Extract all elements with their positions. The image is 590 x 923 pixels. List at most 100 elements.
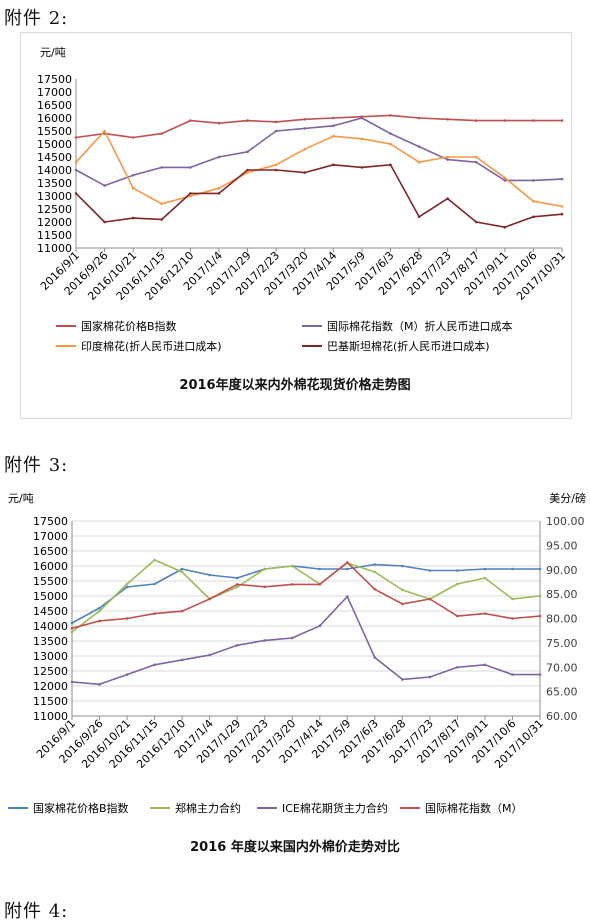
chart2-series-2-point [401, 588, 404, 592]
chart2-series-3-point [483, 663, 487, 667]
chart2-series-4-point [511, 617, 514, 620]
chart2-x-tick-label: 2016/9/1 [34, 717, 78, 761]
chart2-y-tick-label: 13500 [33, 635, 68, 648]
chart2-x-tick-label: 2016/10/21 [79, 717, 133, 771]
chart2-series-3-point [125, 673, 129, 676]
chart2-x-tick-label: 2016/12/10 [134, 717, 188, 771]
chart2-x-tick-label: 2017/7/23 [387, 717, 436, 766]
chart2-series-2-line [71, 559, 541, 633]
chart2-series-1-point [483, 567, 487, 571]
chart2-x-tick-label: 2017/8/17 [414, 717, 463, 766]
chart2-series-1-point [208, 573, 211, 577]
chart2-series-2-point [511, 597, 514, 601]
chart2-series-1-point [511, 567, 514, 571]
chart2-series-3-point [70, 680, 74, 684]
chart2-series-2-point [180, 570, 184, 574]
chart2-series-1-point [125, 585, 129, 589]
chart2-x-tick-label: 2016/11/15 [107, 717, 161, 771]
chart2-series-1-point [153, 582, 156, 586]
chart2-series-4-point [70, 626, 74, 630]
chart2-series-2-point [345, 561, 349, 565]
chart2-y-right-tick-label: 65.00 [546, 686, 578, 699]
chart2-y-tick-label: 12500 [33, 665, 68, 678]
chart2-title: 2016 年度以来国内外棉价走势对比 [190, 840, 400, 855]
chart2-series-1-point [318, 567, 322, 571]
chart2-x-tick-label: 2016/9/26 [57, 717, 106, 766]
chart2-series-3-point [263, 639, 267, 642]
chart2-series-4-point [98, 619, 101, 623]
chart2-series-3-point [235, 644, 239, 647]
chart2-x-tick-label: 2017/2/23 [222, 717, 271, 766]
chart2-x-tick-label: 2017/9/11 [442, 717, 491, 766]
chart2-series-4-point [483, 612, 487, 615]
chart2-y-right-tick-label: 60.00 [546, 710, 578, 723]
chart2-y-tick-label: 14000 [33, 620, 68, 633]
chart2-y-axis-title: 元/吨 [8, 492, 34, 505]
chart2-series-4-point [428, 597, 432, 601]
chart2-y-tick-label: 17500 [33, 515, 68, 528]
chart2-y-tick-label: 15000 [33, 590, 68, 603]
chart2-x-tick-label: 2017/1/29 [194, 717, 243, 766]
chart2-x-tick-label: 2017/3/20 [249, 717, 298, 766]
chart2-series-2-point [153, 558, 156, 562]
chart2-series-1-point [180, 567, 184, 571]
chart2-series-3-point [98, 683, 101, 686]
chart2-series-2-point [235, 585, 239, 589]
chart2-series-4-point [456, 614, 459, 618]
chart2-series-1-point [263, 567, 267, 571]
chart2-series-3-point [538, 673, 542, 676]
chart2-series-2-point [428, 597, 432, 601]
chart2-series-1-point [538, 567, 542, 571]
chart2-series-3-point [373, 656, 377, 659]
chart2-y-right-axis-title: 美分/磅 [549, 491, 586, 505]
chart2-y-right-tick-label: 70.00 [546, 661, 578, 674]
chart2-series-3-point [180, 658, 184, 662]
chart2-series-3-point [290, 636, 294, 640]
chart2-x-tick-label: 2017/6/28 [359, 717, 408, 766]
chart2-series-4-point [345, 561, 349, 564]
chart2-series-1-point [428, 569, 432, 572]
attachment-4-label: 附件 4: [4, 901, 69, 922]
chart2-y-right-tick-label: 100.00 [546, 515, 585, 528]
chart2-series-3-point [511, 673, 514, 676]
chart2-series-1-line [71, 563, 540, 624]
chart2-series-3-point [318, 624, 322, 628]
chart2-y-tick-label: 12000 [33, 680, 68, 693]
chart2-series-2-point [70, 630, 74, 634]
chart2-series-1-point [456, 569, 459, 572]
chart2-series-4-point [263, 585, 267, 589]
chart2-series-1-point [290, 564, 294, 568]
chart2-y-right-tick-label: 90.00 [546, 564, 578, 577]
chart2-y-right-tick-label: 80.00 [546, 613, 578, 626]
chart2-series-2-point [125, 582, 129, 586]
chart2-x-tick-label: 2017/1/4 [172, 717, 216, 761]
chart2-y-tick-label: 13000 [33, 650, 68, 663]
chart2-series-2-point [208, 597, 211, 601]
chart2-series-1-point [98, 606, 101, 610]
chart2-series-2-point [263, 567, 267, 571]
chart2-series-4-point [180, 609, 184, 613]
chart2-y-tick-label: 16500 [33, 545, 68, 558]
chart2-series-3-point [456, 665, 459, 669]
chart2-x-tick-label: 2017/4/14 [277, 717, 326, 766]
chart2-x-tick-label: 2017/10/6 [470, 717, 519, 766]
chart2-series-4-point [235, 583, 239, 586]
attachment-2-label: 附件 2: [4, 8, 69, 29]
chart2-series-1-point [345, 567, 349, 571]
chart2-y-tick-label: 16000 [33, 560, 68, 573]
chart2-y-tick-label: 11000 [33, 710, 68, 723]
chart2-x-tick-label: 2017/6/3 [337, 717, 381, 761]
chart2-series-4-point [125, 617, 129, 620]
chart2-series-1-point [70, 621, 74, 625]
chart2-series-1-point [401, 564, 404, 568]
chart2-series-4-point [208, 597, 211, 601]
chart2-series-2-point [98, 609, 101, 613]
chart2-series-2-point [290, 564, 294, 568]
chart1-frame [20, 32, 572, 419]
chart2-series-4-point [401, 602, 404, 606]
chart2-series-4-point [373, 587, 377, 591]
chart2-series-1-point [235, 576, 239, 580]
chart2-series-2-point [456, 582, 459, 586]
chart1-title: 2016年度以来内外棉花现货价格走势图 [179, 378, 411, 393]
chart2-series-4-point [153, 612, 156, 615]
